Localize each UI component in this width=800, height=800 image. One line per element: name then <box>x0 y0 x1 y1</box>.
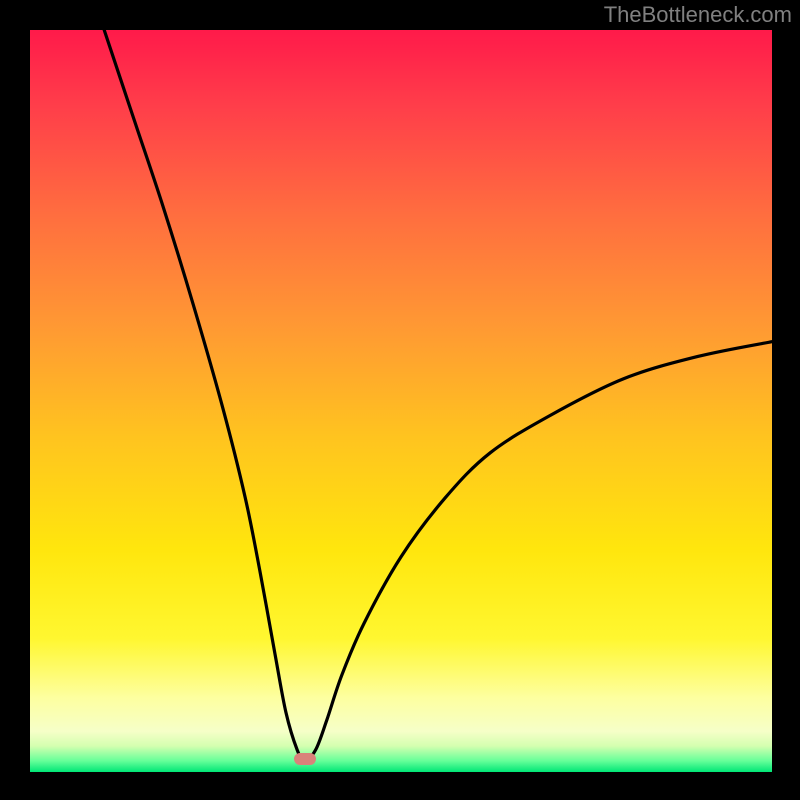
plot-area <box>30 30 772 772</box>
watermark-text: TheBottleneck.com <box>604 2 792 28</box>
chart-svg <box>30 30 772 772</box>
chart-frame: TheBottleneck.com <box>0 0 800 800</box>
optimal-marker <box>294 753 316 765</box>
